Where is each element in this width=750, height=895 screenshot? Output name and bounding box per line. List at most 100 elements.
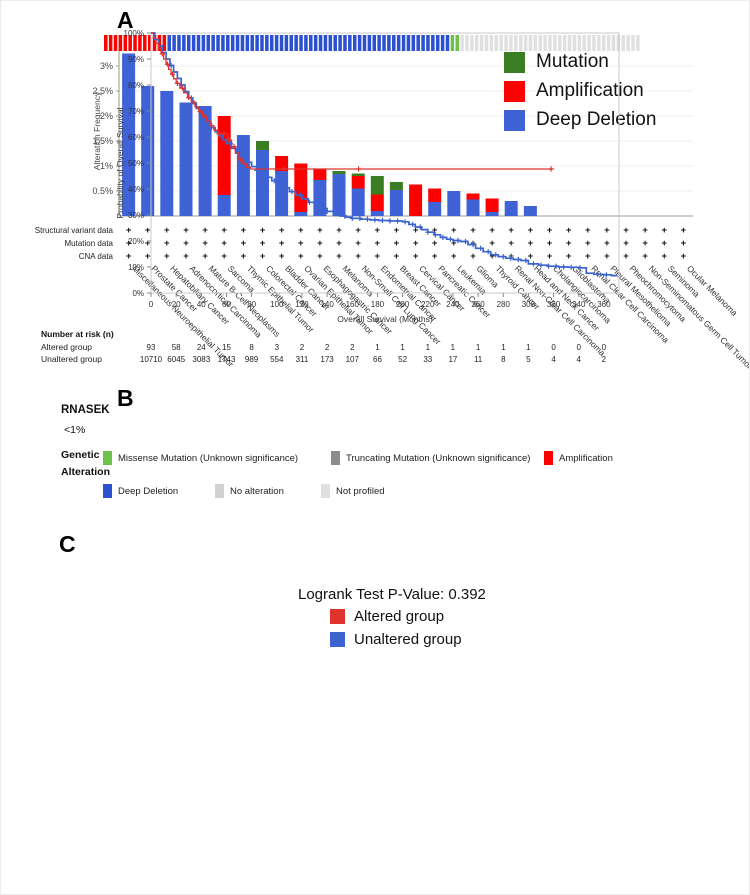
data-available-plus: + <box>508 251 514 262</box>
bar-segment-del <box>256 150 269 216</box>
oncoprint-cell-not_profiled <box>489 35 494 51</box>
amplification-oncoprint-swatch <box>544 451 553 465</box>
survival-curve <box>151 32 554 170</box>
x-tick-label: 200 <box>396 300 410 309</box>
data-available-plus: + <box>260 225 266 236</box>
oncoprint-cell-not_profiled <box>504 35 508 51</box>
risk-value: 1 <box>400 343 405 352</box>
bar-segment-del <box>313 180 327 216</box>
data-available-plus: + <box>642 238 648 249</box>
data-available-plus: + <box>547 238 553 249</box>
oncoprint-cell-not_profiled <box>528 35 533 51</box>
oncoprint-cell-deep_deletion <box>338 35 342 51</box>
data-available-plus: + <box>394 238 400 249</box>
data-available-plus: + <box>508 238 514 249</box>
oncoprint-cell-deep_deletion <box>284 35 289 51</box>
data-available-plus: + <box>355 225 361 236</box>
censor-mark <box>357 215 363 221</box>
data-available-plus: + <box>547 225 553 236</box>
censor-mark <box>530 261 537 267</box>
data-available-plus: + <box>681 225 687 236</box>
bar-segment-amp <box>409 184 423 216</box>
oncoprint-cell-deep_deletion <box>206 35 211 51</box>
oncoprint-cell-missense <box>455 35 459 51</box>
censor-mark <box>561 264 567 270</box>
bar-segment-del <box>370 211 384 216</box>
censor-mark <box>186 94 192 101</box>
censor-mark <box>333 211 339 217</box>
data-available-plus: + <box>432 251 438 262</box>
data-available-plus: + <box>183 225 189 236</box>
oncoprint-cell-not_profiled <box>514 35 518 51</box>
risk-value: 5 <box>526 355 531 364</box>
oncoprint-cell-not_profiled <box>479 35 484 51</box>
risk-value: 2 <box>300 343 305 352</box>
bar-segment-amp <box>313 168 327 180</box>
data-available-plus: + <box>432 225 438 236</box>
data-available-plus: + <box>164 251 170 262</box>
oncoprint-cell-deep_deletion <box>265 35 269 51</box>
data-available-plus: + <box>375 238 381 249</box>
data-available-plus: + <box>489 251 495 262</box>
data-available-plus: + <box>528 251 534 262</box>
bar-segment-del <box>447 191 461 216</box>
oncoprint-cell-deep_deletion <box>211 35 215 51</box>
data-available-plus: + <box>394 225 400 236</box>
oncoprint-cell-not_profiled <box>597 35 601 51</box>
x-tick-label: 260 <box>471 300 485 309</box>
censor-mark <box>410 221 416 227</box>
panel-a-label: A <box>117 7 134 33</box>
data-available-plus: + <box>279 238 285 249</box>
oncoprint-cell-deep_deletion <box>313 35 318 51</box>
oncoprint-cell-not_profiled <box>592 35 596 51</box>
data-available-plus: + <box>585 225 591 236</box>
censor-mark <box>432 232 438 238</box>
oncoprint-cell-deep_deletion <box>167 35 171 51</box>
bar-segment-del <box>351 188 365 216</box>
oncoprint-cell-not_profiled <box>523 35 528 51</box>
oncoprint-track <box>104 35 640 51</box>
overall-survival-km-plot: 0%10%20%30%40%50%60%70%80%90%100%0 20 40 60… <box>41 29 620 364</box>
bar-segment-del <box>523 206 537 216</box>
x-tick-label: 80 <box>247 300 256 309</box>
plot-border <box>150 32 620 294</box>
x-axis-title: Overall Survival (Months) <box>337 314 433 324</box>
y-tick-label: 2% <box>100 111 113 121</box>
censor-mark <box>515 256 521 263</box>
bar-segment-del <box>332 174 346 216</box>
risk-value: 15 <box>222 343 231 352</box>
oncoprint-cell-deep_deletion <box>343 35 347 51</box>
censor-mark <box>231 144 237 150</box>
censor-mark <box>221 131 227 137</box>
censor-mark <box>242 160 248 167</box>
x-tick-label: 340 <box>572 300 586 309</box>
censor-mark <box>159 51 165 57</box>
oncoprint-cell-not_profiled <box>621 35 625 51</box>
data-row-label: Mutation data <box>65 239 114 248</box>
censor-mark <box>281 166 287 172</box>
bar-segment-del <box>389 190 403 216</box>
risk-value: 1 <box>476 343 481 352</box>
data-available-plus: + <box>164 225 170 236</box>
oncoprint-cell-deep_deletion <box>279 35 284 51</box>
deep-deletion-oncoprint-swatch <box>103 484 112 498</box>
x-tick-label: 220 <box>421 300 435 309</box>
data-available-plus: + <box>260 238 266 249</box>
legend-item-missense: Missense Mutation (Unknown significance) <box>103 451 298 465</box>
bar-segment-del <box>504 201 518 216</box>
legend-item-not-profiled: Not profiled <box>321 484 385 498</box>
censor-mark <box>315 202 321 208</box>
x-tick-label: 120 <box>295 300 309 309</box>
oncoprint-cell-amplification <box>133 35 137 51</box>
oncoprint-cell-not_profiled <box>562 35 567 51</box>
censor-mark <box>289 189 295 195</box>
data-available-plus: + <box>126 238 132 249</box>
data-available-plus: + <box>355 238 361 249</box>
oncoprint-cell-amplification <box>113 35 118 51</box>
survival-curve <box>151 32 618 277</box>
oncoprint-cell-not_profiled <box>577 35 582 51</box>
y-tick-label: 0.5% <box>92 186 113 196</box>
censor-mark <box>447 236 453 242</box>
oncoprint-cell-deep_deletion <box>255 35 259 51</box>
censor-mark <box>202 113 208 119</box>
